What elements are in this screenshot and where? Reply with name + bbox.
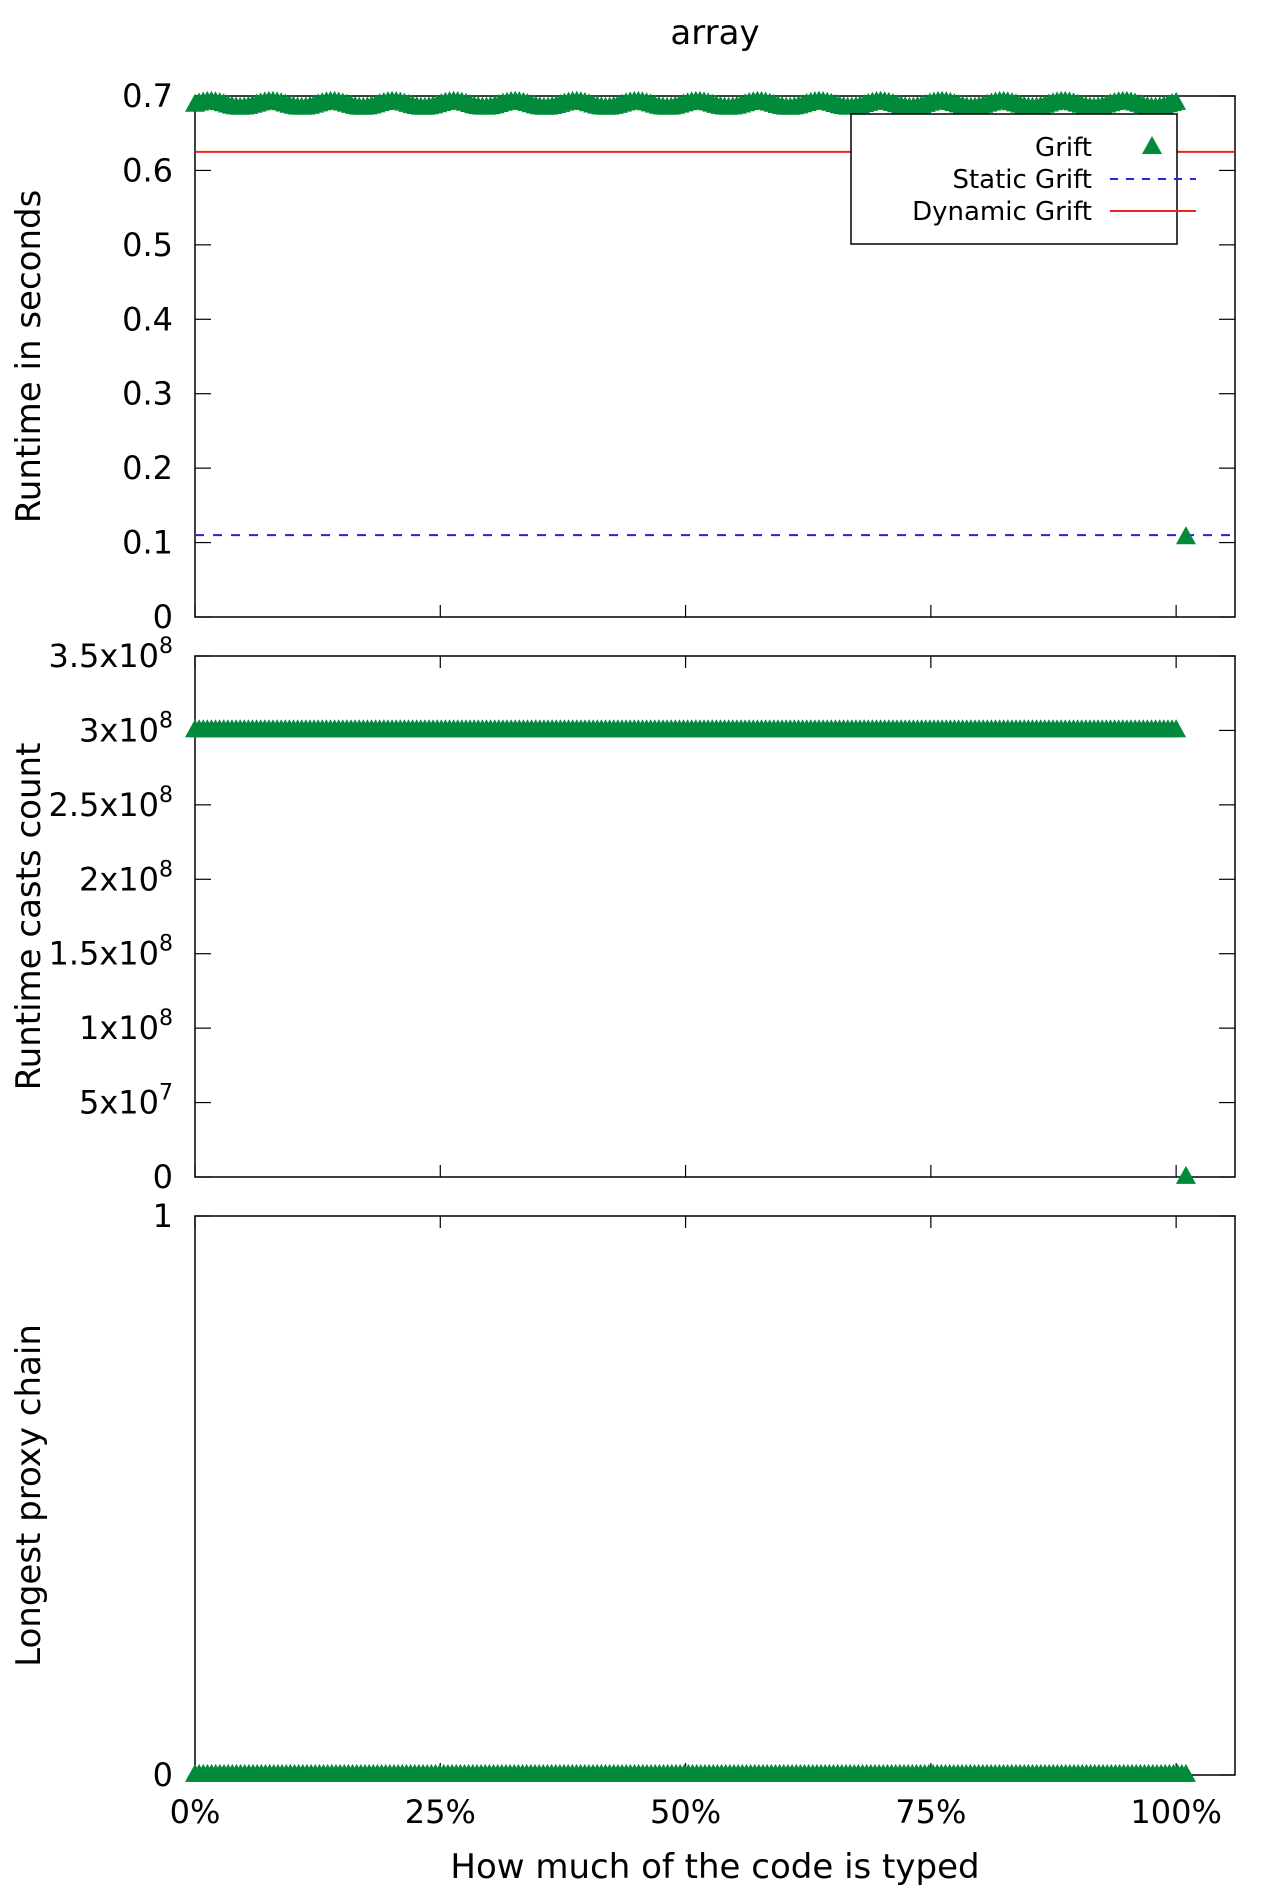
x-tick-label: 75% bbox=[895, 1793, 966, 1831]
legend-marker-grift bbox=[1142, 136, 1162, 154]
legend: Grift Static Grift Dynamic Grift bbox=[850, 113, 1196, 245]
legend-label-dynamic-grift: Dynamic Grift bbox=[912, 197, 1092, 227]
y-tick-label: 0 bbox=[153, 1756, 173, 1794]
y-tick-label: 0 bbox=[153, 598, 173, 636]
y-tick-label: 1.5x108 bbox=[48, 932, 173, 973]
x-tick-label: 0% bbox=[170, 1793, 221, 1831]
data-point bbox=[1175, 526, 1196, 545]
x-axis-title: How much of the code is typed bbox=[450, 1847, 979, 1887]
y-tick-label: 2x108 bbox=[79, 857, 173, 898]
y-tick-label: 0.6 bbox=[122, 151, 173, 189]
y-tick-label: 0.5 bbox=[122, 226, 173, 264]
chart-title: array bbox=[670, 13, 759, 53]
data-point bbox=[1175, 1165, 1196, 1184]
y-tick-label: 1x108 bbox=[79, 1006, 173, 1047]
y-tick-label: 2.5x108 bbox=[48, 783, 173, 824]
legend-label-static-grift: Static Grift bbox=[952, 165, 1092, 195]
y-tick-label: 0.7 bbox=[122, 77, 173, 115]
runtime-panel: 0 0.1 0.2 0.3 0.4 0.5 0.6 0.7 Runtime in seconds bbox=[9, 77, 1236, 636]
y-axis-title: Runtime casts count bbox=[9, 743, 49, 1091]
y-axis-title: Runtime in seconds bbox=[9, 190, 49, 524]
y-tick-label: 3x108 bbox=[79, 708, 173, 749]
y-tick-label: 0.3 bbox=[122, 375, 173, 413]
y-axis-title: Longest proxy chain bbox=[9, 1324, 49, 1667]
plot-frame bbox=[194, 655, 1236, 1178]
casts-panel: 0 5x107 1x108 1.5x108 2x108 2.5x108 3x108 3.5x1… bbox=[9, 634, 1236, 1196]
y-tick-label: 1 bbox=[153, 1197, 173, 1235]
x-tick-label: 25% bbox=[405, 1793, 476, 1831]
series-grift bbox=[185, 719, 1196, 1184]
proxy-chain-panel: 0 1 0% 25% 50% 75% 100% Longest proxy chain How … bbox=[9, 1197, 1236, 1887]
series-grift bbox=[185, 90, 1196, 545]
y-tick-label: 5x107 bbox=[79, 1081, 173, 1122]
legend-box bbox=[850, 113, 1178, 245]
y-tick-label: 0.4 bbox=[122, 300, 173, 338]
y-tick-label: 0 bbox=[153, 1158, 173, 1196]
legend-label-grift: Grift bbox=[1035, 133, 1092, 163]
x-tick-label: 100% bbox=[1130, 1793, 1221, 1831]
plot-frame bbox=[194, 1215, 1236, 1776]
y-tick-label: 0.1 bbox=[122, 524, 173, 562]
y-tick-label: 0.2 bbox=[122, 449, 173, 487]
data-point bbox=[1175, 1763, 1196, 1782]
x-tick-label: 50% bbox=[650, 1793, 721, 1831]
data-point bbox=[1166, 91, 1187, 110]
series-grift bbox=[185, 1763, 1196, 1782]
plot-frame bbox=[194, 95, 1236, 618]
data-point bbox=[1166, 719, 1187, 738]
y-tick-label: 3.5x108 bbox=[48, 634, 173, 675]
